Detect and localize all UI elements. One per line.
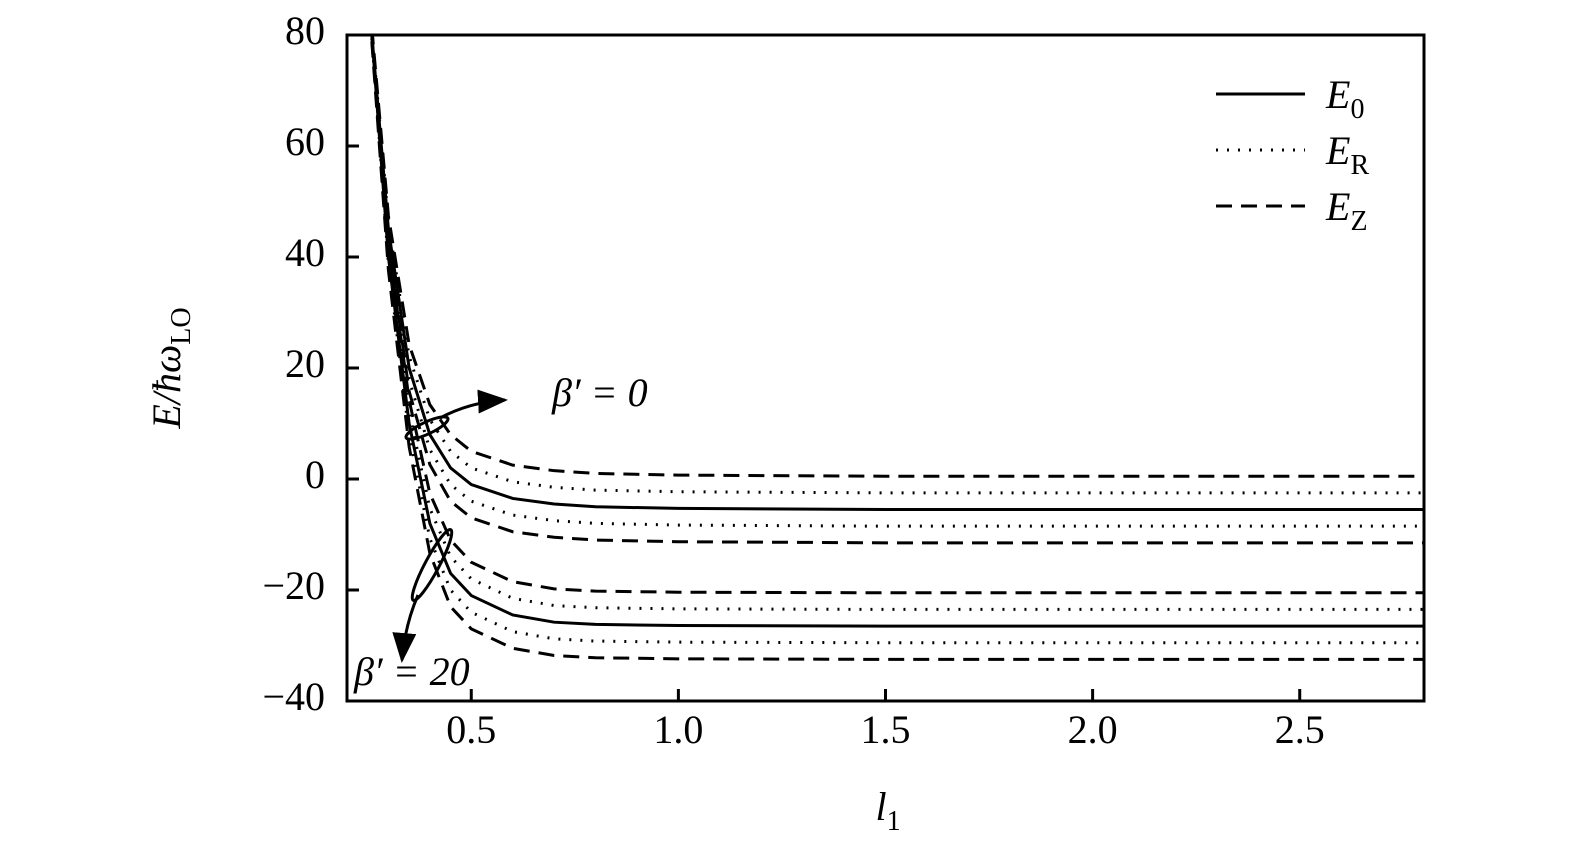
annotation: β′ = 20: [353, 649, 470, 694]
y-tick-label: 20: [285, 341, 325, 386]
ellipse: [410, 528, 454, 602]
series-line: [370, 35, 1424, 495]
y-tick-label: 40: [285, 230, 325, 275]
arrow: [439, 389, 508, 420]
x-tick-label: 1.0: [653, 707, 703, 752]
series-line: [370, 38, 1424, 528]
annotation: β′ = 0: [551, 370, 648, 415]
plot-area: [370, 35, 1424, 661]
x-tick-label: 2.5: [1275, 707, 1325, 752]
arrow: [392, 594, 420, 663]
y-tick-label: 60: [285, 119, 325, 164]
ellipse: [404, 415, 450, 441]
y-tick-label: 0: [305, 452, 325, 497]
x-tick-label: 0.5: [446, 707, 496, 752]
y-label-main: E/ħω: [144, 345, 189, 430]
y-tick-label: 80: [285, 8, 325, 53]
series-line: [370, 41, 1424, 661]
legend-label: E0: [1325, 72, 1364, 125]
legend-sub: Z: [1350, 206, 1367, 237]
legend-label: EZ: [1325, 184, 1368, 237]
legend-main: E: [1325, 128, 1350, 173]
series-line: [370, 35, 1424, 628]
y-tick-label: −20: [262, 563, 325, 608]
series-line: [370, 35, 1424, 611]
annotation-shapes: [392, 389, 508, 663]
y-axis-label: E/ħωLO: [144, 307, 197, 429]
series-line: [370, 38, 1424, 645]
x-label-sub: 1: [887, 806, 901, 837]
y-label-sub: LO: [166, 307, 197, 344]
series-line: [370, 35, 1424, 478]
legend-main: E: [1325, 72, 1350, 117]
x-tick-label: 1.5: [861, 707, 911, 752]
legend-label: ER: [1325, 128, 1369, 181]
legend-sub: 0: [1350, 94, 1364, 125]
series-line: [370, 35, 1424, 595]
legend-main: E: [1325, 184, 1350, 229]
series-line: [370, 41, 1424, 545]
x-tick-label: 2.0: [1068, 707, 1118, 752]
x-label-main: l: [875, 784, 886, 829]
legend-sub: R: [1350, 150, 1369, 181]
plot-frame: [345, 33, 1426, 703]
y-tick-label: −40: [262, 674, 325, 719]
series-line: [370, 35, 1424, 512]
x-axis-label: l1: [875, 784, 900, 837]
